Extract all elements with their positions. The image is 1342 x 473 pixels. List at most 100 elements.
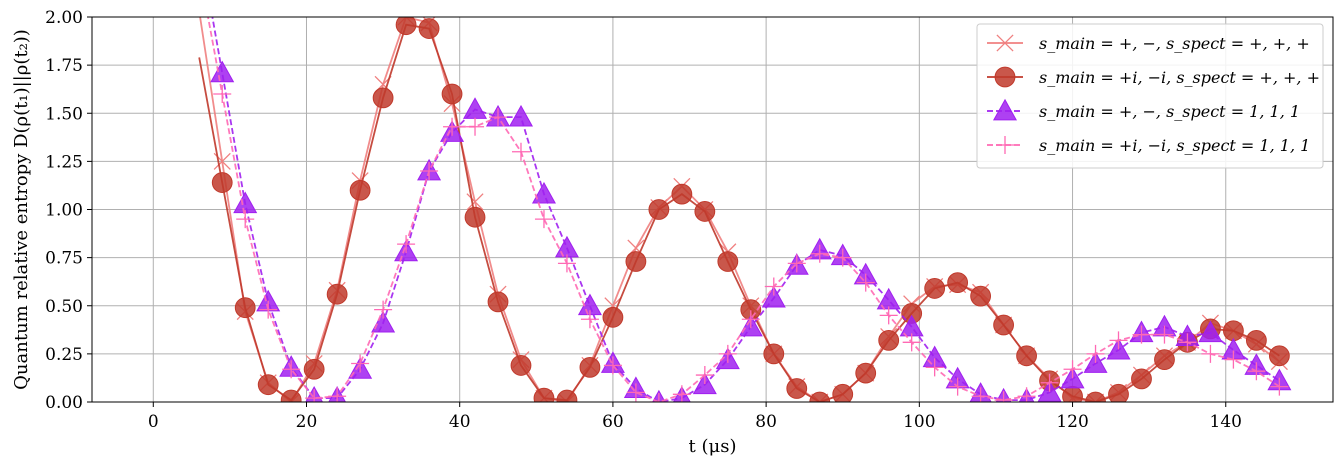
x-tick-label: 100 [903,412,935,432]
data-point [649,393,668,402]
y-tick-label: 1.00 [45,201,83,221]
data-point [1178,333,1197,352]
data-point [511,142,530,161]
data-point [418,18,440,39]
data-point [626,383,645,402]
series-4 [207,17,1289,402]
data-point [1086,344,1105,363]
data-point [351,354,370,373]
data-point [372,87,394,109]
data-point [463,97,488,119]
data-point [395,17,417,36]
legend-label: s_main = +i, −i, s_spect = 1, 1, 1 [1039,136,1310,155]
x-tick-label: 60 [602,412,624,432]
data-point [257,374,279,396]
data-point [810,244,829,263]
data-point [1154,349,1175,371]
y-tick-label: 0.75 [45,249,83,269]
data-point [1131,368,1152,390]
data-point [761,285,786,308]
legend-item: s_main = +i, −i, s_spect = 1, 1, 1 [987,136,1310,155]
data-point [902,333,921,352]
data-point [303,358,325,380]
data-point [466,117,485,136]
legend: s_main = +, −, s_spect = +, +, + s_main =… [976,23,1324,169]
data-point [718,344,737,363]
data-point [855,362,877,384]
data-point [741,310,760,329]
data-point [420,162,439,180]
data-point [443,117,462,136]
data-point [305,389,324,402]
data-point [464,206,486,228]
data-point [1109,331,1128,350]
data-point [992,98,1018,121]
data-point [809,391,831,402]
data-point [832,383,854,402]
data-point [534,210,553,229]
data-point [1063,360,1082,379]
data-point [1040,373,1059,392]
x-tick-label: 40 [449,412,471,432]
data-point [213,85,232,103]
data-point [786,378,808,399]
data-point [371,310,396,333]
data-point [1201,344,1220,363]
data-point [1108,383,1129,402]
data-point [557,254,576,273]
y-tick-label: 1.75 [45,56,83,76]
data-point [1155,325,1174,344]
x-tick-label: 20 [296,412,318,432]
x-tick-label: 120 [1056,412,1088,432]
data-point [466,193,484,211]
data-point [625,251,647,272]
data-point [508,104,533,127]
legend-box [976,23,1324,169]
series-line [207,17,1280,402]
data-point [787,254,806,273]
data-point [441,83,463,105]
data-point [374,300,393,319]
data-point [533,387,555,402]
data-point [763,343,785,365]
data-point [236,210,255,229]
data-point [1132,325,1151,344]
data-point [1223,320,1244,342]
data-point [1245,330,1267,351]
data-point [210,60,235,83]
data-point [947,272,969,294]
y-tick-label: 2.00 [45,8,83,28]
data-point [1085,391,1106,402]
data-point [671,183,693,205]
y-tick-label: 1.50 [45,104,83,124]
data-point [487,291,509,313]
data-point [602,306,624,328]
data-point [349,179,371,201]
data-point [531,181,556,204]
legend-item: s_main = +, −, s_spect = 1, 1, 1 [987,98,1300,121]
data-point [579,356,601,378]
data-point [326,283,348,305]
data-point [694,201,716,222]
y-tick-label: 1.25 [45,152,83,172]
data-point [879,306,898,325]
data-point [234,297,256,319]
x-axis-label: t (μs) [689,436,737,457]
data-point [856,273,875,292]
y-tick-label: 0.00 [45,393,83,413]
legend-item: s_main = +i, −i, s_spect = +, +, + [987,66,1320,88]
data-point [764,277,783,296]
data-point [833,248,852,267]
data-point [1016,345,1037,367]
x-tick-label: 0 [148,412,159,432]
data-point [280,389,302,402]
data-point [1268,345,1290,367]
data-point [970,285,992,307]
series-2 [198,17,1290,402]
data-point [993,314,1014,336]
data-point [695,366,714,385]
legend-label: s_main = +, −, s_spect = 1, 1, 1 [1039,102,1300,121]
data-point [971,387,990,402]
